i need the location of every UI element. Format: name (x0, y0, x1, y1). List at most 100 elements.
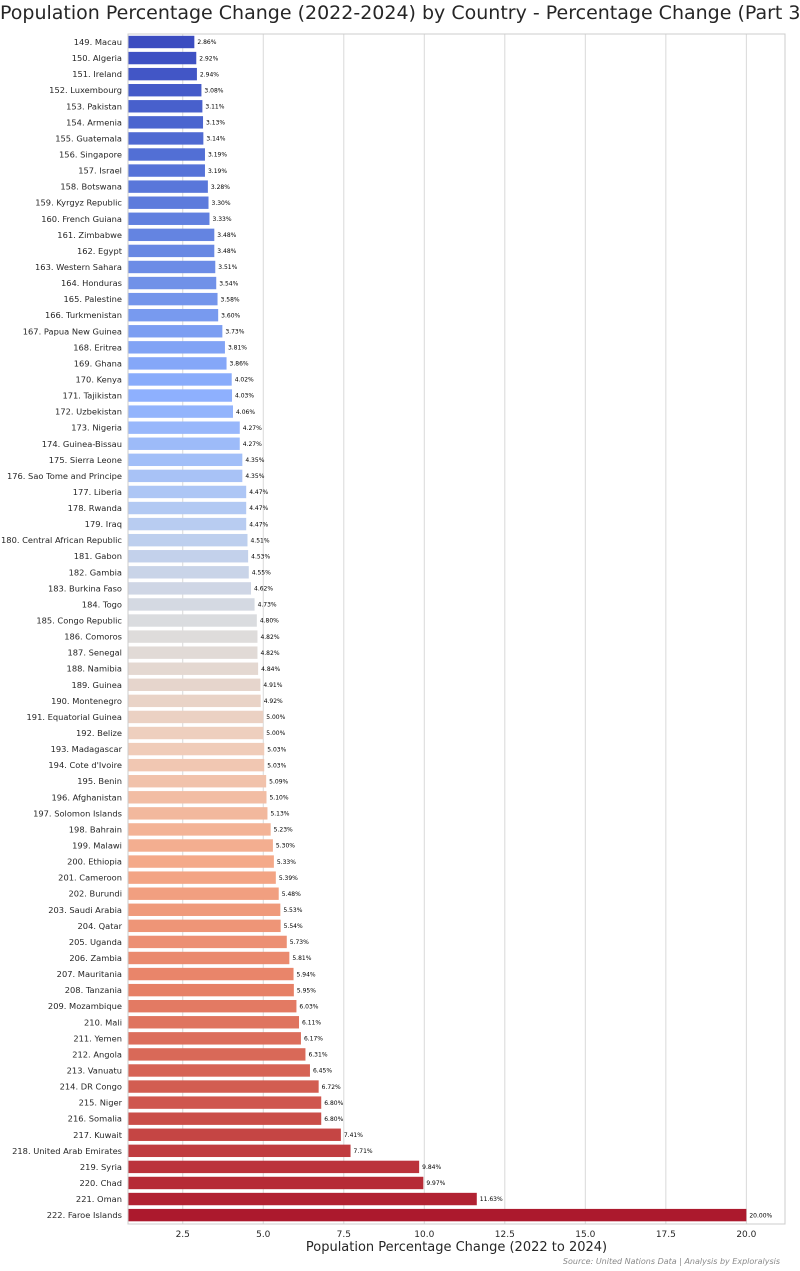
y-tick-label: 162. Egypt (77, 246, 123, 256)
bar (128, 694, 261, 708)
y-tick-label: 163. Western Sahara (35, 262, 122, 272)
bar (128, 967, 294, 981)
y-tick-label: 211. Yemen (73, 1033, 122, 1043)
data-label: 3.48% (217, 248, 236, 255)
bar (128, 325, 223, 338)
bar (128, 421, 240, 434)
data-label: 3.48% (217, 232, 236, 239)
bar (128, 582, 252, 595)
x-tick-label: 2.5 (176, 1230, 190, 1240)
bar (128, 196, 209, 209)
data-label: 7.71% (354, 1148, 373, 1155)
bar (128, 373, 232, 386)
data-label: 4.06% (236, 409, 255, 416)
x-tick-label: 20.0 (736, 1230, 756, 1240)
y-tick-label: 180. Central African Republic (1, 535, 122, 545)
data-label: 5.03% (267, 762, 286, 769)
bar (128, 566, 249, 579)
y-tick-label: 212. Angola (72, 1049, 122, 1059)
bar (128, 919, 281, 933)
bar (128, 1064, 310, 1077)
bar (128, 357, 227, 370)
bar (128, 678, 261, 691)
y-tick-label: 196. Afghanistan (51, 792, 122, 802)
y-tick-label: 193. Madagascar (51, 744, 123, 754)
data-label: 4.73% (258, 602, 277, 609)
y-tick-label: 183. Burkina Faso (48, 583, 122, 593)
data-label: 3.54% (219, 280, 238, 287)
y-tick-label: 195. Benin (77, 776, 122, 786)
y-tick-label: 187. Senegal (67, 648, 122, 658)
y-tick-label: 207. Mauritania (57, 969, 122, 979)
y-tick-label: 192. Belize (76, 728, 122, 738)
data-label: 4.80% (260, 618, 279, 625)
bar (128, 1144, 351, 1158)
y-tick-label: 208. Tanzania (65, 985, 122, 995)
bar (128, 292, 218, 306)
y-tick-label: 215. Niger (79, 1098, 123, 1108)
bar (128, 35, 195, 49)
bar (128, 1208, 747, 1222)
data-label: 2.86% (197, 39, 216, 46)
y-tick-label: 157. Israel (78, 166, 122, 176)
data-label: 6.11% (302, 1019, 321, 1026)
bar (128, 228, 215, 242)
data-label: 5.10% (269, 794, 288, 801)
y-tick-label: 217. Kuwait (73, 1130, 123, 1140)
y-tick-label: 171. Tajikistan (62, 391, 122, 401)
data-label: 2.94% (200, 71, 219, 78)
data-label: 3.86% (230, 361, 249, 368)
bar (128, 533, 248, 547)
bar (128, 903, 281, 916)
bar (128, 244, 215, 258)
data-label: 5.94% (297, 971, 316, 978)
bar (128, 823, 271, 836)
bar (128, 132, 204, 145)
chart-title: Population Percentage Change (2022-2024)… (0, 2, 800, 24)
y-tick-label: 164. Honduras (61, 278, 122, 288)
data-label: 3.73% (225, 328, 244, 335)
bar (128, 100, 203, 113)
y-tick-label: 213. Vanuatu (67, 1065, 122, 1075)
data-label: 6.80% (324, 1100, 343, 1107)
data-label: 5.13% (270, 811, 289, 818)
bar (128, 485, 247, 499)
bar (128, 742, 265, 756)
data-label: 4.92% (264, 698, 283, 705)
data-label: 4.47% (249, 489, 268, 496)
y-tick-label: 214. DR Congo (60, 1082, 122, 1092)
bar (128, 1016, 300, 1029)
data-label: 3.51% (218, 264, 237, 271)
bar (128, 807, 268, 820)
y-tick-label: 198. Bahrain (69, 824, 122, 834)
y-tick-label: 188. Namibia (67, 664, 122, 674)
y-tick-label: 200. Ethiopia (67, 857, 122, 867)
bar (128, 1096, 322, 1109)
bar (128, 437, 240, 450)
data-label: 3.08% (204, 87, 223, 94)
bar (128, 758, 265, 772)
y-tick-label: 159. Kyrgyz Republic (35, 198, 122, 208)
bar (128, 1176, 424, 1190)
bar (128, 662, 259, 675)
bar (128, 1080, 319, 1093)
data-label: 4.91% (263, 682, 282, 689)
y-tick-label: 173. Nigeria (71, 423, 122, 433)
data-label: 4.82% (260, 650, 279, 657)
y-tick-label: 149. Macau (74, 37, 122, 47)
y-tick-label: 181. Gabon (74, 551, 122, 561)
y-tick-label: 219. Syria (80, 1162, 122, 1172)
x-tick-label: 12.5 (495, 1230, 515, 1240)
data-label: 4.51% (250, 537, 269, 544)
y-tick-label: 179. Iraq (85, 519, 122, 529)
bar (128, 887, 279, 900)
data-label: 9.97% (426, 1180, 445, 1187)
data-label: 4.03% (235, 393, 254, 400)
data-label: 5.00% (266, 714, 285, 721)
bar (128, 1160, 420, 1174)
y-tick-label: 166. Turkmenistan (45, 310, 122, 320)
x-tick-label: 5.0 (256, 1230, 271, 1240)
source-note: Source: United Nations Data | Analysis b… (562, 1257, 780, 1266)
